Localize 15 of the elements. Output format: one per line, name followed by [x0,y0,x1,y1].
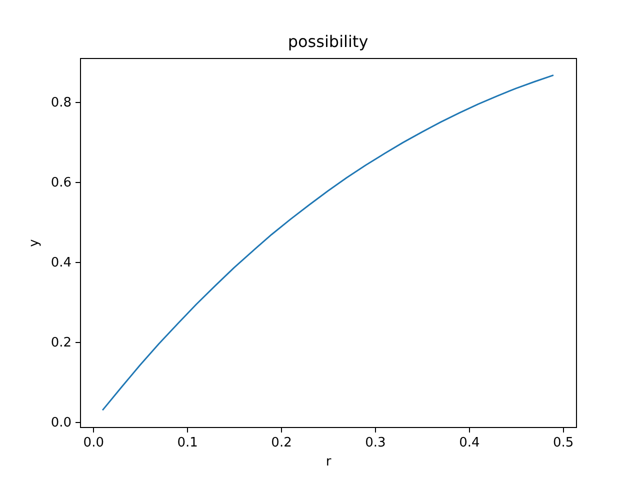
x-tick-label: 0.0 [83,436,104,450]
x-tick-label: 0.1 [177,436,198,450]
x-tick-label: 0.4 [459,436,480,450]
y-tick-label: 0.2 [50,336,72,351]
y-axis-title: y [26,238,42,247]
y-tick-label: 0.8 [50,96,72,111]
x-tick-label: 0.5 [553,436,574,450]
y-tick-label: 0.6 [50,176,72,191]
chart-title: possibility [288,32,368,51]
x-axis-title: r [326,454,332,470]
y-tick-label: 0.0 [50,416,72,431]
y-tick-label: 0.4 [50,256,72,271]
line-series [102,74,554,411]
x-tick-label: 0.2 [271,436,292,450]
x-tick-label: 0.3 [365,436,386,450]
